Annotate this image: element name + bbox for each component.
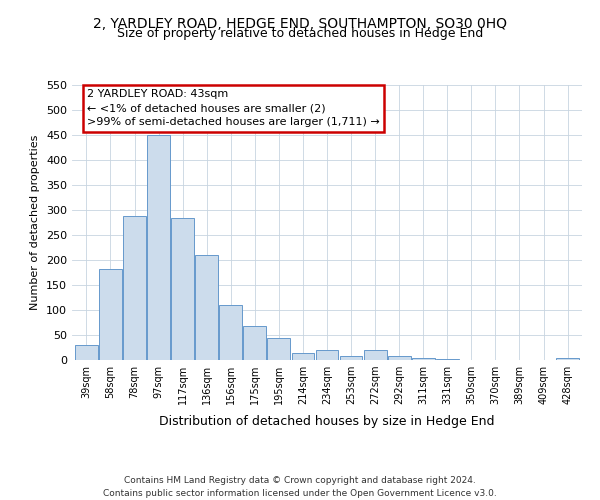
Y-axis label: Number of detached properties: Number of detached properties — [31, 135, 40, 310]
Bar — [436, 359, 459, 360]
Text: 2, YARDLEY ROAD, HEDGE END, SOUTHAMPTON, SO30 0HQ: 2, YARDLEY ROAD, HEDGE END, SOUTHAMPTON,… — [93, 18, 507, 32]
Bar — [75, 345, 98, 360]
Bar — [292, 352, 314, 360]
X-axis label: Distribution of detached houses by size in Hedge End: Distribution of detached houses by size … — [159, 416, 495, 428]
Bar — [123, 216, 146, 360]
Bar — [388, 356, 410, 360]
Bar — [556, 358, 579, 360]
Bar — [316, 350, 338, 360]
Bar — [147, 135, 170, 360]
Text: Size of property relative to detached houses in Hedge End: Size of property relative to detached ho… — [117, 28, 483, 40]
Text: 2 YARDLEY ROAD: 43sqm
← <1% of detached houses are smaller (2)
>99% of semi-deta: 2 YARDLEY ROAD: 43sqm ← <1% of detached … — [88, 89, 380, 127]
Bar — [220, 305, 242, 360]
Bar — [171, 218, 194, 360]
Bar — [268, 338, 290, 360]
Bar — [244, 326, 266, 360]
Text: Contains HM Land Registry data © Crown copyright and database right 2024.
Contai: Contains HM Land Registry data © Crown c… — [103, 476, 497, 498]
Bar — [99, 268, 122, 360]
Bar — [364, 350, 386, 360]
Bar — [340, 356, 362, 360]
Bar — [195, 255, 218, 360]
Bar — [412, 358, 434, 360]
